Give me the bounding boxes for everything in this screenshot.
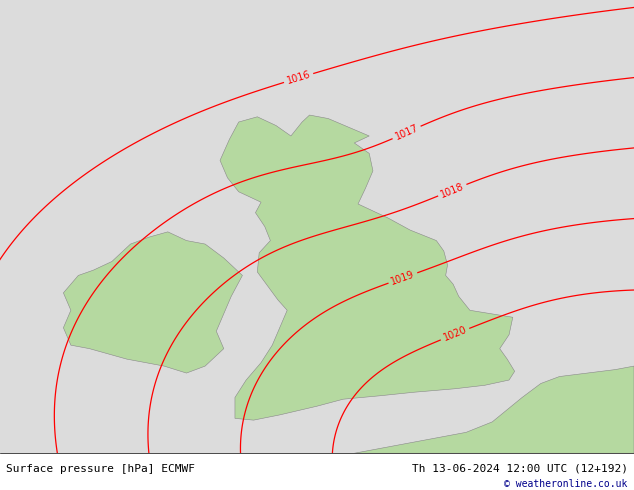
Text: Surface pressure [hPa] ECMWF: Surface pressure [hPa] ECMWF [6, 464, 195, 473]
Text: © weatheronline.co.uk: © weatheronline.co.uk [504, 479, 628, 489]
Text: 1019: 1019 [390, 269, 416, 287]
Text: 1020: 1020 [442, 325, 469, 343]
Polygon shape [63, 232, 242, 373]
Text: 1017: 1017 [393, 123, 420, 142]
Polygon shape [220, 115, 515, 420]
Text: 1018: 1018 [439, 181, 465, 199]
Polygon shape [354, 366, 634, 453]
Text: 1016: 1016 [285, 70, 312, 86]
Text: Th 13-06-2024 12:00 UTC (12+192): Th 13-06-2024 12:00 UTC (12+192) [411, 464, 628, 473]
